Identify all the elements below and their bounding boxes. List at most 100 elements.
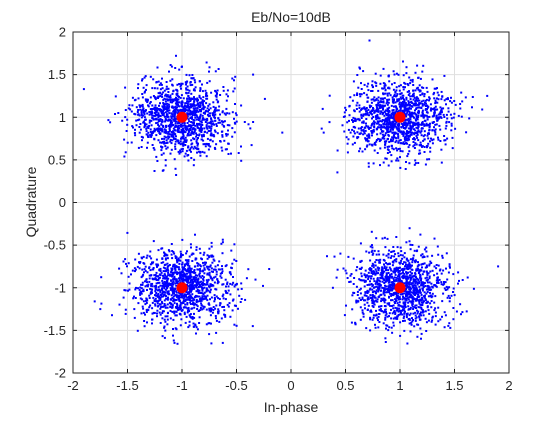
data-point bbox=[392, 88, 395, 91]
data-point bbox=[377, 267, 380, 270]
data-point bbox=[384, 109, 387, 112]
data-point bbox=[384, 89, 387, 92]
data-point bbox=[425, 321, 428, 324]
data-point bbox=[400, 105, 403, 108]
data-point bbox=[395, 72, 398, 75]
x-tick-label: 1 bbox=[396, 378, 403, 393]
data-point bbox=[215, 123, 218, 126]
data-point bbox=[417, 267, 420, 270]
data-point bbox=[351, 128, 354, 131]
data-point bbox=[398, 101, 401, 104]
data-point bbox=[419, 327, 422, 330]
data-point bbox=[181, 147, 184, 150]
data-point bbox=[352, 119, 355, 122]
data-point bbox=[211, 140, 214, 143]
data-point bbox=[121, 119, 124, 122]
data-point bbox=[215, 304, 218, 307]
data-point bbox=[210, 241, 213, 244]
data-point bbox=[399, 262, 401, 265]
data-point bbox=[405, 263, 407, 266]
data-point bbox=[425, 114, 428, 117]
data-point bbox=[138, 288, 141, 291]
data-point bbox=[130, 110, 133, 113]
data-point bbox=[459, 107, 462, 110]
data-point bbox=[182, 144, 185, 147]
data-point bbox=[186, 296, 189, 299]
data-point bbox=[425, 246, 428, 249]
data-point bbox=[408, 288, 411, 291]
data-point bbox=[422, 135, 425, 138]
data-point bbox=[191, 317, 194, 320]
data-point bbox=[351, 143, 354, 146]
data-point bbox=[145, 133, 148, 136]
data-point bbox=[400, 259, 403, 262]
data-point bbox=[187, 260, 190, 263]
data-point bbox=[380, 110, 383, 113]
data-point bbox=[166, 267, 169, 270]
data-point bbox=[135, 119, 138, 122]
data-point bbox=[162, 283, 165, 286]
data-point bbox=[458, 279, 460, 282]
data-point bbox=[219, 302, 222, 305]
data-point bbox=[407, 286, 410, 289]
data-point bbox=[195, 278, 198, 281]
data-point bbox=[174, 102, 177, 105]
data-point bbox=[414, 278, 417, 281]
data-point bbox=[384, 314, 387, 317]
data-point bbox=[200, 123, 203, 126]
data-point bbox=[445, 267, 447, 270]
data-point bbox=[428, 99, 430, 102]
data-point bbox=[212, 255, 215, 258]
data-point bbox=[226, 292, 229, 295]
data-point bbox=[428, 312, 431, 315]
data-point bbox=[423, 134, 426, 137]
data-point bbox=[377, 326, 380, 329]
data-point bbox=[154, 287, 157, 290]
data-point bbox=[124, 312, 127, 315]
data-point bbox=[395, 139, 398, 142]
data-point bbox=[163, 137, 166, 140]
data-point bbox=[148, 294, 151, 297]
data-point bbox=[405, 241, 408, 244]
data-point bbox=[206, 299, 209, 302]
data-point bbox=[399, 150, 402, 152]
data-point bbox=[391, 305, 393, 307]
data-point bbox=[351, 119, 353, 121]
data-point bbox=[146, 281, 148, 284]
data-point bbox=[425, 288, 428, 291]
data-point bbox=[372, 314, 375, 317]
data-point bbox=[391, 109, 394, 112]
data-point bbox=[414, 99, 417, 102]
data-point bbox=[216, 132, 219, 135]
data-point bbox=[400, 126, 403, 129]
data-point bbox=[235, 120, 238, 123]
data-point bbox=[139, 290, 142, 293]
data-point bbox=[412, 115, 415, 118]
data-point bbox=[195, 110, 198, 113]
data-point bbox=[404, 82, 407, 85]
data-point bbox=[403, 127, 405, 129]
data-point bbox=[401, 298, 404, 301]
data-point bbox=[190, 111, 193, 114]
data-point bbox=[207, 104, 210, 107]
data-point bbox=[231, 135, 234, 138]
data-point bbox=[409, 118, 412, 121]
data-point bbox=[450, 294, 453, 297]
data-point bbox=[365, 294, 368, 297]
data-point bbox=[174, 266, 177, 269]
data-point bbox=[407, 308, 410, 311]
data-point bbox=[190, 106, 193, 109]
data-point bbox=[175, 298, 178, 301]
data-point bbox=[159, 289, 162, 292]
data-point bbox=[376, 298, 379, 301]
data-point bbox=[230, 249, 233, 252]
data-point bbox=[161, 95, 164, 98]
data-point bbox=[170, 298, 173, 301]
data-point bbox=[133, 295, 135, 298]
data-point bbox=[432, 121, 435, 123]
data-point bbox=[114, 95, 117, 98]
data-point bbox=[200, 304, 203, 307]
data-point bbox=[170, 123, 173, 126]
data-point bbox=[185, 315, 188, 318]
data-point bbox=[156, 295, 159, 298]
